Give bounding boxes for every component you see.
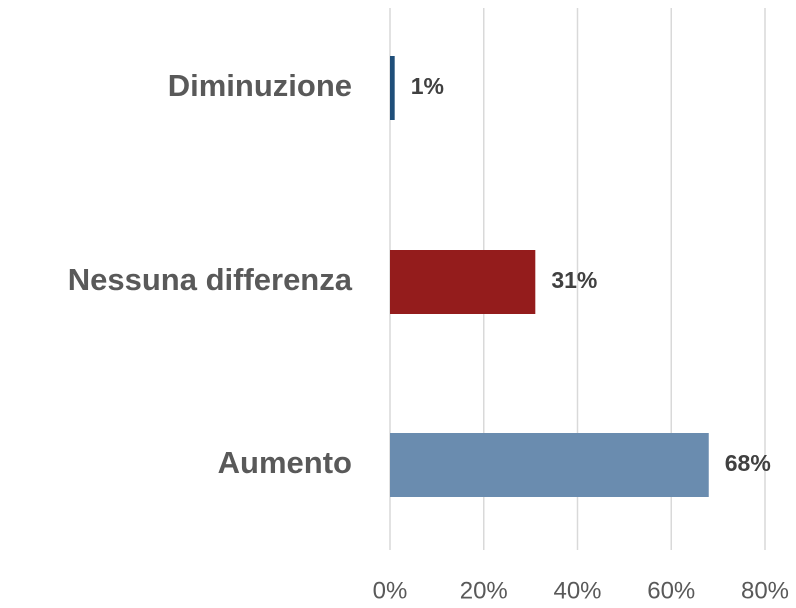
category-label: Aumento [218,445,352,480]
x-tick-label: 80% [741,577,789,604]
x-tick-label: 20% [460,577,508,604]
x-tick-label: 0% [373,577,408,604]
bar [390,433,709,497]
value-label: 1% [411,73,444,99]
category-label: Nessuna differenza [68,262,353,297]
value-label: 68% [725,450,771,476]
category-label: Diminuzione [168,68,352,103]
value-label: 31% [551,267,597,293]
x-tick-label: 40% [553,577,601,604]
bar [390,56,395,120]
bar [390,250,536,314]
x-tick-label: 60% [647,577,695,604]
